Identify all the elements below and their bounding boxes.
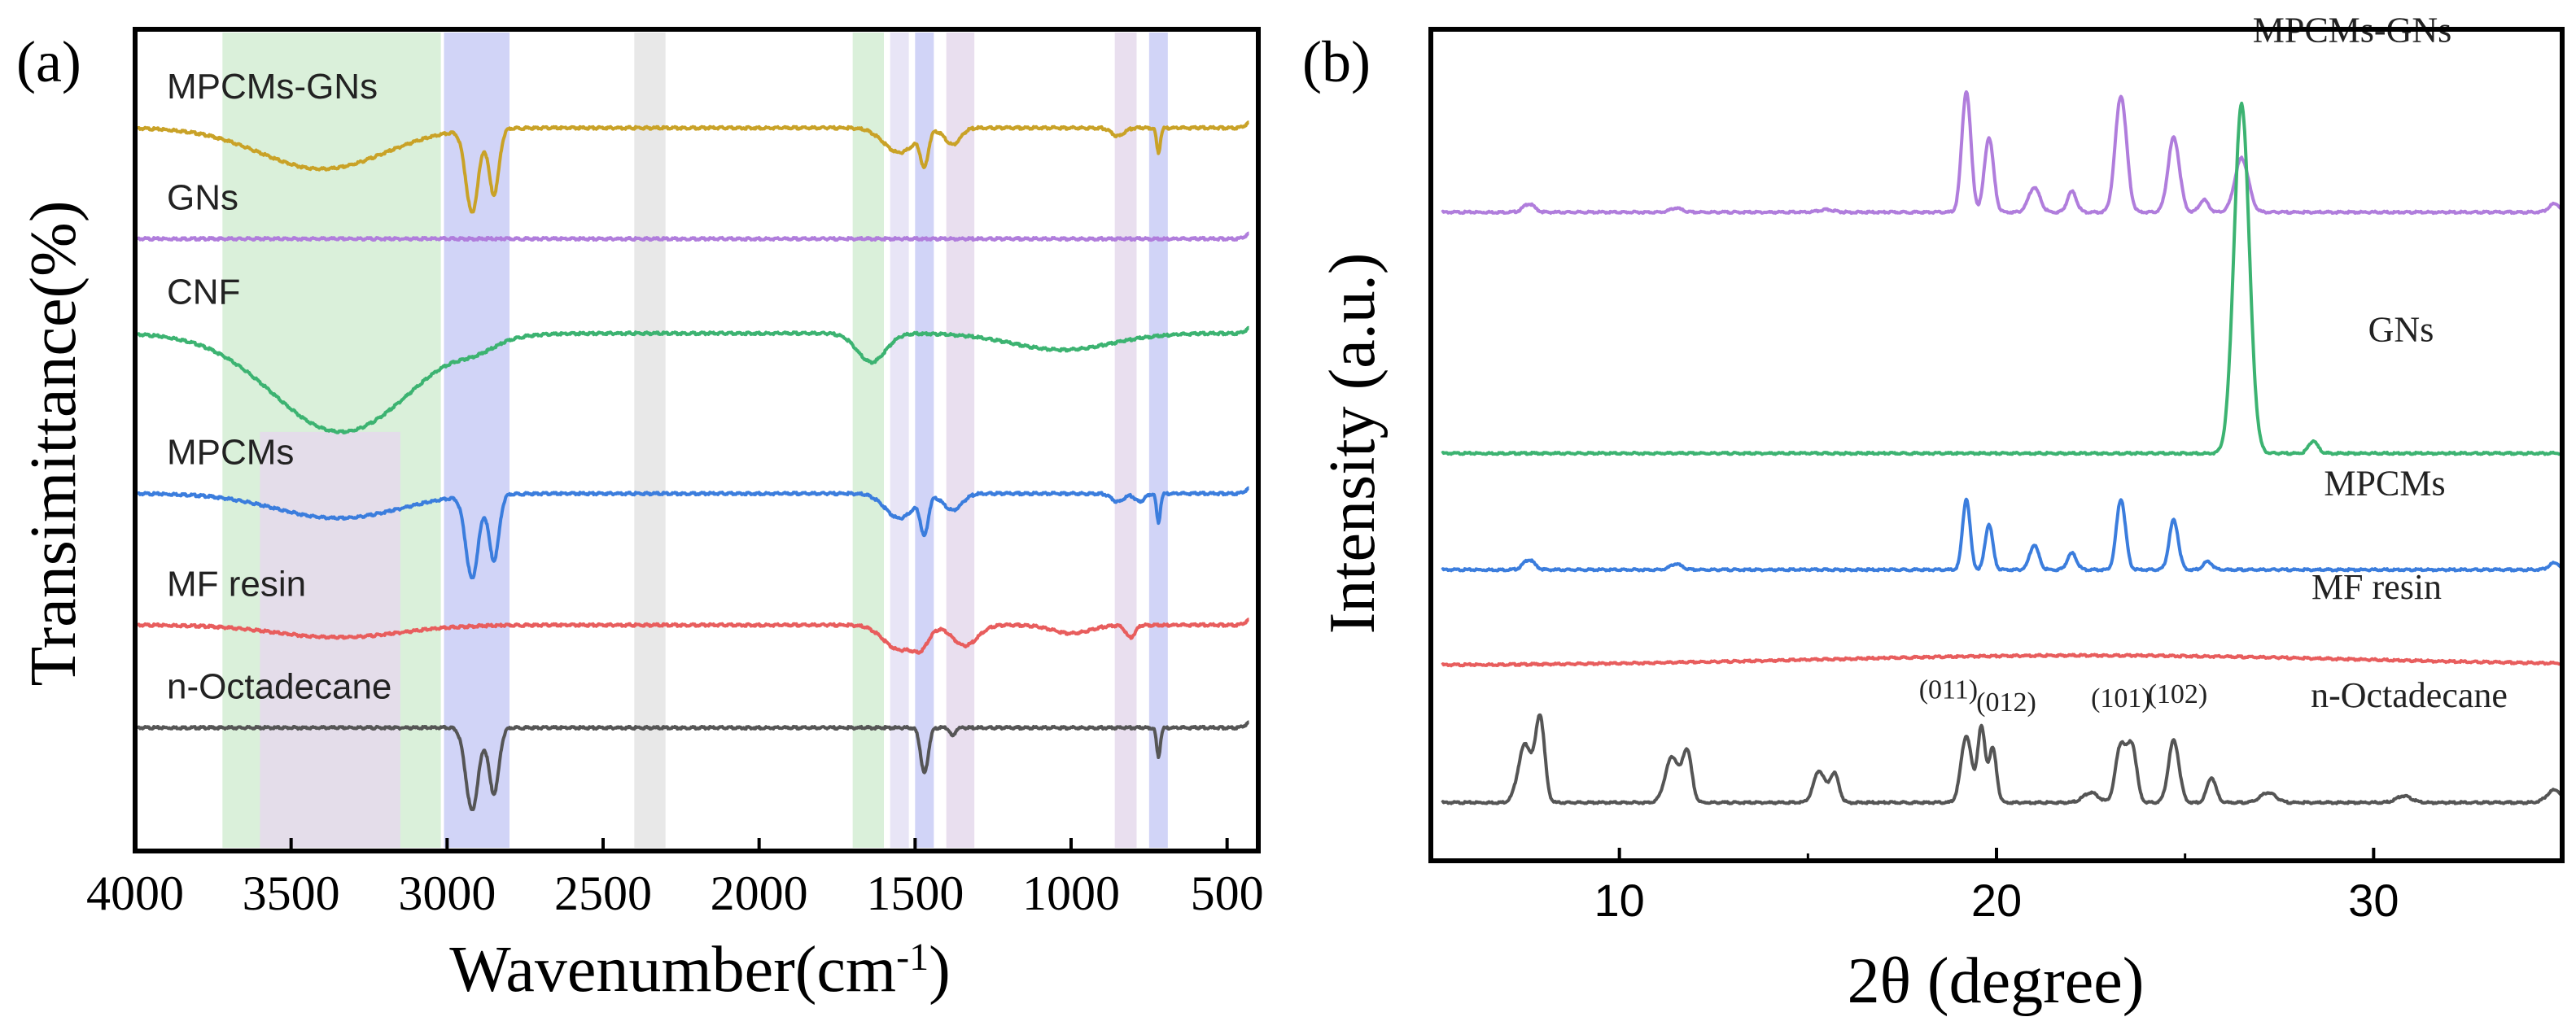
ftir-band-6 bbox=[915, 33, 934, 848]
ftir-band-9 bbox=[1148, 33, 1168, 848]
ftir-label-cnf: CNF bbox=[167, 273, 240, 312]
ftir-tick-label-1500: 1500 bbox=[866, 866, 964, 920]
ftir-series-mf-resin bbox=[133, 618, 1250, 655]
panel-a-label: (a) bbox=[16, 29, 81, 94]
ftir-tick-label-2000: 2000 bbox=[711, 866, 808, 920]
ftir-x-axis-label-sup: -1 bbox=[896, 936, 929, 979]
ftir-x-axis-label-tail: ) bbox=[929, 934, 951, 1006]
ftir-band-4 bbox=[260, 431, 400, 848]
ftir-plot-frame bbox=[133, 27, 1261, 853]
xrd-x-ticks: 10 20 30 bbox=[1594, 848, 2399, 926]
ftir-tick-label-3000: 3000 bbox=[398, 866, 496, 920]
ftir-panel: MPCMs-GNs GNs CNF MPCMs MF resin n-Octadecane… bbox=[16, 27, 1264, 1006]
ftir-series-gns bbox=[133, 231, 1250, 242]
panel-b-label: (b) bbox=[1302, 29, 1371, 94]
ftir-label-n-octadecane: n-Octadecane bbox=[167, 667, 391, 707]
xrd-tick-label-10: 10 bbox=[1594, 875, 1645, 926]
xrd-tick-label-20: 20 bbox=[1971, 875, 2022, 926]
xrd-series-n-octadecane bbox=[1441, 713, 2564, 805]
xrd-peak-label-102: (102) bbox=[2148, 679, 2208, 709]
ftir-series-n-octadecane bbox=[133, 720, 1250, 811]
ftir-tick-label-4000: 4000 bbox=[86, 866, 184, 920]
xrd-series-gns bbox=[1441, 101, 2564, 456]
xrd-peak-label-012: (012) bbox=[1976, 687, 2036, 718]
xrd-plot-frame bbox=[1428, 27, 2565, 863]
ftir-band-8 bbox=[1114, 33, 1137, 848]
ftir-y-axis-label: Transimittance(%) bbox=[18, 201, 90, 687]
ftir-spectra bbox=[133, 120, 1250, 811]
ftir-label-mf-resin: MF resin bbox=[167, 564, 306, 604]
ftir-tick-label-3500: 3500 bbox=[243, 866, 340, 920]
ftir-x-axis-label: Wavenumber(cm-1) bbox=[449, 934, 951, 1006]
ftir-series-labels: MPCMs-GNs GNs CNF MPCMs MF resin n-Octadecane bbox=[167, 67, 391, 706]
xrd-peak-label-011: (011) bbox=[1919, 675, 1978, 705]
xrd-peak-annotations: (011)(012) (101)(102) bbox=[1919, 675, 2207, 718]
xrd-label-n-octadecane: n-Octadecane bbox=[2311, 675, 2508, 715]
ftir-label-mpcms: MPCMs bbox=[167, 433, 294, 473]
xrd-peak-label-101: (101) bbox=[2091, 683, 2151, 714]
ftir-label-mpcms-gns: MPCMs-GNs bbox=[167, 67, 378, 107]
ftir-x-ticks: 4000 3500 3000 2500 2000 1500 1000 500 bbox=[86, 838, 1264, 920]
ftir-tick-label-1000: 1000 bbox=[1022, 866, 1120, 920]
ftir-x-axis-label-main: Wavenumber(cm bbox=[449, 934, 896, 1006]
xrd-x-axis-label: 2θ (degree) bbox=[1848, 945, 2145, 1017]
ftir-series-mpcms bbox=[133, 486, 1250, 580]
ftir-band-7 bbox=[946, 33, 975, 848]
ftir-tick-label-2500: 2500 bbox=[554, 866, 652, 920]
ftir-band-3 bbox=[852, 33, 884, 848]
xrd-series-mpcms bbox=[1441, 497, 2564, 573]
ftir-series-cnf bbox=[133, 325, 1250, 434]
xrd-series-mpcms-gns bbox=[1441, 89, 2564, 216]
ftir-band-2 bbox=[634, 33, 666, 848]
xrd-label-gns: GNs bbox=[2368, 309, 2434, 349]
ftir-label-gns: GNs bbox=[167, 178, 238, 218]
xrd-patterns bbox=[1441, 89, 2564, 805]
xrd-label-mpcms: MPCMs bbox=[2324, 463, 2445, 503]
xrd-tick-label-30: 30 bbox=[2348, 875, 2399, 926]
xrd-y-axis-label: Intensity (a.u.) bbox=[1317, 253, 1389, 635]
xrd-series-mf-resin bbox=[1441, 652, 2564, 668]
xrd-label-mf-resin: MF resin bbox=[2311, 567, 2442, 607]
ftir-series-mpcms-gns bbox=[133, 120, 1250, 214]
ftir-tick-label-500: 500 bbox=[1191, 866, 1264, 920]
